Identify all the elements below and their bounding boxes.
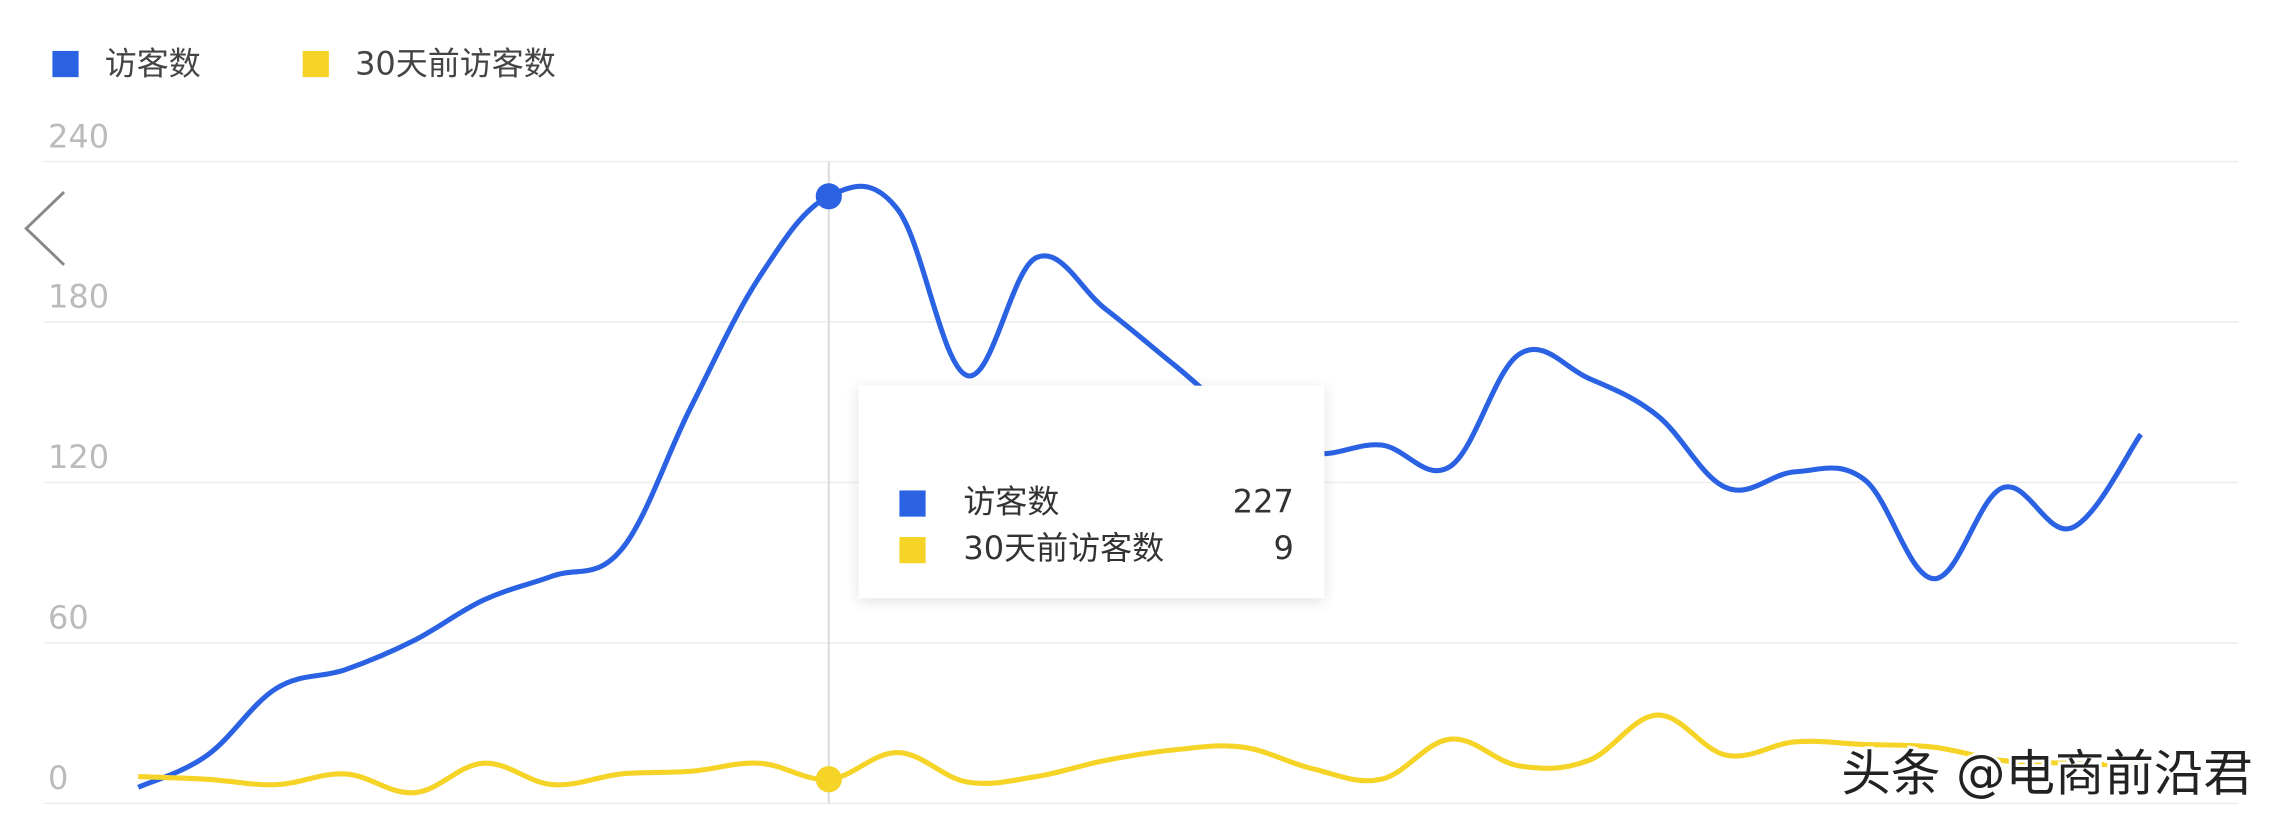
legend-swatch [52, 50, 79, 78]
highlight-point [815, 766, 842, 793]
watermark: 头条 @电商前沿君 [1841, 745, 2252, 803]
y-tick-label: 240 [48, 117, 109, 155]
y-tick-label: 120 [48, 438, 109, 476]
series-line [137, 183, 2143, 790]
tooltip-swatch [899, 537, 926, 564]
tooltip-swatch [899, 490, 926, 517]
legend-swatch [302, 50, 329, 78]
highlight-point [815, 183, 842, 210]
tooltip-value: 9 [1273, 529, 1293, 567]
prev-arrow[interactable] [24, 191, 66, 266]
legend-label: 30天前访客数 [355, 44, 556, 82]
tooltip-label: 30天前访客数 [963, 529, 1164, 567]
y-tick-label: 60 [48, 599, 89, 637]
series-line [138, 712, 2141, 796]
tooltip-value: 227 [1233, 483, 1294, 521]
legend-label: 访客数 [105, 44, 201, 82]
tooltip-label: 访客数 [963, 483, 1059, 521]
y-tick-label: 180 [48, 278, 109, 316]
tooltip [858, 385, 1325, 599]
y-tick-label: 0 [48, 759, 68, 797]
